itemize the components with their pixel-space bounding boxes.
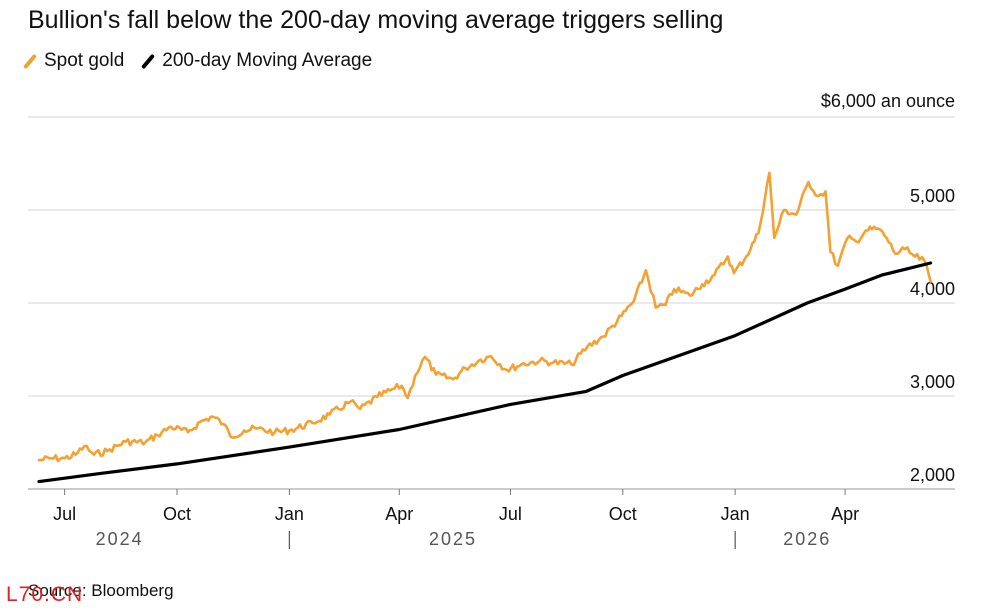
y-unit-label: $6,000 an ounce: [821, 91, 955, 111]
x-tick-label-7: Apr: [831, 504, 859, 524]
year-label-2024: 2024: [96, 529, 144, 549]
x-tick-label-4: Jul: [499, 504, 522, 524]
x-tick-label-5: Oct: [609, 504, 637, 524]
x-tick-label-6: Jan: [721, 504, 750, 524]
year-label-2025: 2025: [429, 529, 477, 549]
legend-item-spot-gold: Spot gold: [23, 50, 125, 72]
legend: Spot gold 200-day Moving Average: [23, 50, 394, 72]
chart-title: Bullion's fall below the 200-day moving …: [28, 6, 724, 34]
x-tick-label-0: Jul: [53, 504, 76, 524]
legend-label-spot-gold: Spot gold: [44, 50, 125, 71]
x-tick-label-1: Oct: [163, 504, 191, 524]
legend-item-moving-average: 200-day Moving Average: [141, 50, 373, 72]
y-tick-label-5000: 5,000: [910, 186, 955, 206]
series-line-spot-gold: [37, 171, 932, 463]
legend-label-moving-average: 200-day Moving Average: [162, 50, 373, 71]
x-tick-label-2: Jan: [275, 504, 304, 524]
y-tick-label-3000: 3,000: [910, 372, 955, 392]
y-tick-label-2000: 2,000: [910, 465, 955, 485]
series-line-moving-average: [37, 261, 933, 484]
x-tick-label-3: Apr: [385, 504, 413, 524]
y-tick-label-4000: 4,000: [910, 279, 955, 299]
year-label-2026: 2026: [783, 529, 831, 549]
source-note: Source: Bloomberg: [28, 581, 174, 600]
